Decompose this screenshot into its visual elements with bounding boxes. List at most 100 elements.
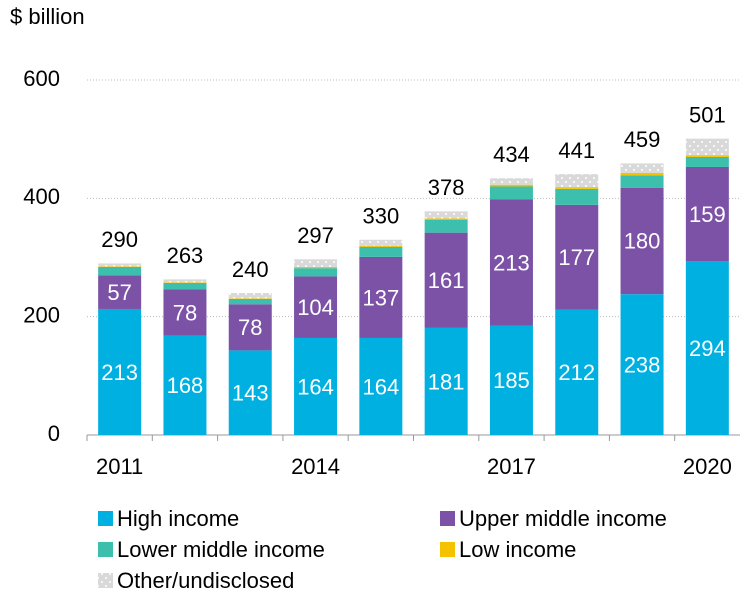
bar-value-label: 294 (689, 336, 726, 361)
bar-segment (163, 279, 207, 283)
bar-value-label: 143 (232, 381, 269, 406)
bar-value-label: 137 (362, 285, 399, 310)
bar-segment (555, 309, 599, 435)
bar-segment (424, 219, 468, 233)
bar-value-label: 185 (493, 368, 530, 393)
bar-segment (294, 268, 338, 277)
bar-segment (424, 218, 468, 220)
legend-label: Upper middle income (459, 506, 667, 531)
bar-value-label: 57 (107, 280, 131, 305)
bar-segment (359, 256, 403, 338)
total-label: 297 (297, 223, 334, 248)
bar-segment (489, 186, 533, 200)
bar-segment (163, 282, 207, 283)
x-tick-label: 2014 (291, 454, 340, 479)
bar-segment (294, 276, 338, 338)
bar-segment (294, 337, 338, 435)
y-tick-label: 0 (48, 421, 60, 446)
legend-label: Low income (459, 537, 576, 562)
bar-segment (98, 275, 142, 309)
bar-value-label: 212 (558, 360, 595, 385)
bar-value-label: 168 (167, 373, 204, 398)
bar-segment (294, 266, 338, 269)
bar-value-label: 78 (238, 315, 262, 340)
bar-segment (489, 178, 533, 185)
x-tick-label: 2020 (683, 454, 732, 479)
total-label: 459 (624, 127, 661, 152)
bar-segment (620, 294, 664, 435)
legend-swatch (440, 511, 455, 526)
total-label: 378 (428, 175, 465, 200)
bar-segment (489, 325, 533, 435)
bar-value-label: 181 (428, 369, 465, 394)
bar-segment (620, 172, 664, 176)
bar-segment (359, 245, 403, 247)
total-label: 501 (689, 102, 726, 127)
bar-segment (98, 266, 142, 267)
bar-value-label: 164 (362, 374, 399, 399)
bar-segment (163, 335, 207, 435)
bar-value-label: 159 (689, 202, 726, 227)
bar-value-label: 161 (428, 268, 465, 293)
bar-segment (424, 327, 468, 435)
bar-value-label: 238 (624, 352, 661, 377)
bar-segment (228, 298, 272, 299)
bar-value-label: 164 (297, 374, 334, 399)
bar-segment (98, 308, 142, 435)
legend-label: Lower middle income (117, 537, 325, 562)
bar-value-label: 78 (173, 300, 197, 325)
bar-segment (359, 246, 403, 257)
legend-swatch (98, 511, 113, 526)
x-tick-label: 2017 (487, 454, 536, 479)
bar-segment (685, 138, 729, 156)
bar-segment (424, 211, 468, 219)
bar-segment (359, 337, 403, 435)
bar-segment (685, 261, 729, 435)
bar-segment (620, 187, 664, 295)
bar-segment (685, 156, 729, 167)
total-label: 240 (232, 257, 269, 282)
bar-segment (685, 166, 729, 262)
total-label: 434 (493, 142, 530, 167)
bar-value-label: 180 (624, 229, 661, 254)
total-label: 441 (558, 138, 595, 163)
y-tick-label: 400 (23, 184, 60, 209)
bar-segment (555, 188, 599, 205)
bar-segment (294, 259, 338, 267)
bar-segment (359, 239, 403, 246)
bar-value-label: 213 (101, 360, 138, 385)
bar-segment (228, 298, 272, 305)
bar-segment (228, 293, 272, 299)
y-axis-label: $ billion (10, 4, 85, 29)
bar-segment (228, 350, 272, 435)
bar-segment (98, 263, 142, 267)
bar-value-label: 213 (493, 250, 530, 275)
bar-value-label: 177 (558, 245, 595, 270)
legend-swatch (98, 573, 113, 588)
bar-segment (163, 282, 207, 290)
bar-segment (620, 163, 664, 173)
bar-segment (489, 184, 533, 187)
bar-segment (685, 155, 729, 157)
bar-segment (424, 232, 468, 328)
legend-label: High income (117, 506, 239, 531)
bar-segment (228, 304, 272, 351)
y-tick-label: 200 (23, 302, 60, 327)
bar-segment (98, 266, 142, 276)
bar-segment (555, 204, 599, 310)
legend-swatch (440, 542, 455, 557)
total-label: 263 (167, 243, 204, 268)
bar-value-label: 104 (297, 295, 334, 320)
bar-segment (620, 175, 664, 188)
total-label: 290 (101, 227, 138, 252)
bar-segment (489, 199, 533, 326)
bar-segment (555, 174, 599, 188)
y-tick-label: 600 (23, 66, 60, 91)
bar-segment (163, 289, 207, 336)
legend-label: Other/undisclosed (117, 568, 294, 593)
bar-segment (555, 187, 599, 189)
legend-swatch (98, 542, 113, 557)
total-label: 330 (362, 204, 399, 229)
